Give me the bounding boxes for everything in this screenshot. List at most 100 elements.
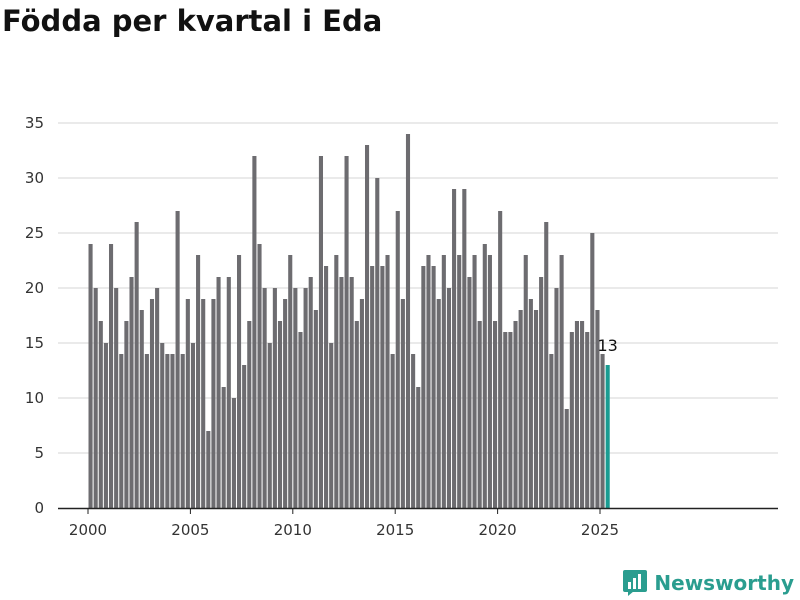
bar: [236, 255, 242, 508]
bar: [411, 354, 416, 508]
bar: [400, 299, 405, 508]
bar: [160, 343, 165, 508]
bar: [344, 156, 349, 508]
bar: [574, 321, 580, 508]
bar: [539, 277, 544, 508]
y-tick-label: 15: [25, 334, 44, 352]
bar: [503, 332, 508, 508]
bar: [231, 398, 236, 508]
bar: [134, 222, 139, 508]
bar: [318, 156, 324, 508]
bar: [354, 321, 359, 508]
bar: [329, 343, 334, 508]
y-tick-label: 0: [34, 499, 44, 517]
bar: [175, 211, 180, 508]
bar: [267, 343, 272, 508]
bar: [549, 354, 554, 508]
bar: [196, 255, 201, 508]
bar: [252, 156, 257, 508]
bar: [492, 321, 498, 508]
x-tick-label: 2020: [479, 521, 517, 539]
bar: [349, 277, 354, 508]
bar: [580, 321, 585, 508]
bar: [375, 178, 380, 508]
bar: [324, 266, 329, 508]
bar: [595, 310, 600, 508]
bar: [477, 321, 482, 508]
bar: [303, 288, 308, 508]
bar: [155, 288, 160, 508]
bar: [339, 277, 344, 508]
newsworthy-brand[interactable]: Newsworthy: [622, 568, 794, 598]
bar: [201, 299, 206, 508]
y-tick-label: 30: [25, 169, 44, 187]
bar: [487, 255, 492, 508]
bar: [283, 299, 288, 508]
bar: [472, 255, 477, 508]
bar: [190, 343, 196, 508]
brand-name: Newsworthy: [654, 571, 794, 595]
bar: [293, 288, 298, 508]
bar: [88, 244, 93, 508]
bar: [226, 277, 231, 508]
bar: [380, 266, 385, 508]
bar: [262, 288, 267, 508]
bar: [98, 321, 103, 508]
bar: [257, 244, 262, 508]
bar: [185, 299, 190, 508]
bar: [452, 189, 457, 508]
bar: [359, 299, 364, 508]
bar: [221, 387, 226, 508]
bar: [421, 266, 426, 508]
y-tick-label: 10: [25, 389, 44, 407]
bar: [416, 387, 421, 508]
y-tick-label: 25: [25, 224, 44, 242]
bar: [93, 288, 98, 508]
bar: [170, 354, 175, 508]
bar: [144, 354, 149, 508]
bar: [277, 321, 283, 508]
bar: [114, 288, 119, 508]
bar: [513, 321, 518, 508]
x-tick-label: 2005: [171, 521, 209, 539]
x-tick-label: 2015: [376, 521, 414, 539]
bar: [600, 354, 605, 508]
bar: [139, 310, 144, 508]
bar: [528, 299, 533, 508]
bar: [508, 332, 513, 508]
bar: [544, 222, 549, 508]
bar: [405, 134, 411, 508]
bar: [446, 288, 452, 508]
bar: [559, 255, 564, 508]
bar: [334, 255, 339, 508]
bar: [533, 310, 539, 508]
x-tick-label: 2025: [581, 521, 619, 539]
y-tick-label: 20: [25, 279, 44, 297]
bar: [216, 277, 221, 508]
bar: [569, 332, 574, 508]
data-label: 13: [598, 336, 618, 355]
bar: [482, 244, 487, 508]
newsworthy-logo-icon: [623, 570, 648, 596]
bar: [149, 299, 155, 508]
bar: [395, 211, 400, 508]
bar: [108, 244, 114, 508]
bar: [211, 299, 216, 508]
bar: [313, 310, 318, 508]
bar: [590, 233, 595, 508]
bar: [441, 255, 446, 508]
bar: [119, 354, 124, 508]
page-title: Födda per kvartal i Eda: [2, 4, 383, 38]
bar: [272, 288, 277, 508]
y-tick-label: 35: [25, 114, 44, 132]
bar: [467, 277, 472, 508]
bar: [180, 354, 185, 508]
bar: [498, 211, 503, 508]
x-tick-label: 2000: [69, 521, 107, 539]
bar-highlight: [605, 365, 610, 508]
bar: [462, 189, 467, 508]
bar: [165, 354, 170, 508]
bar: [298, 332, 303, 508]
bar: [247, 321, 252, 508]
